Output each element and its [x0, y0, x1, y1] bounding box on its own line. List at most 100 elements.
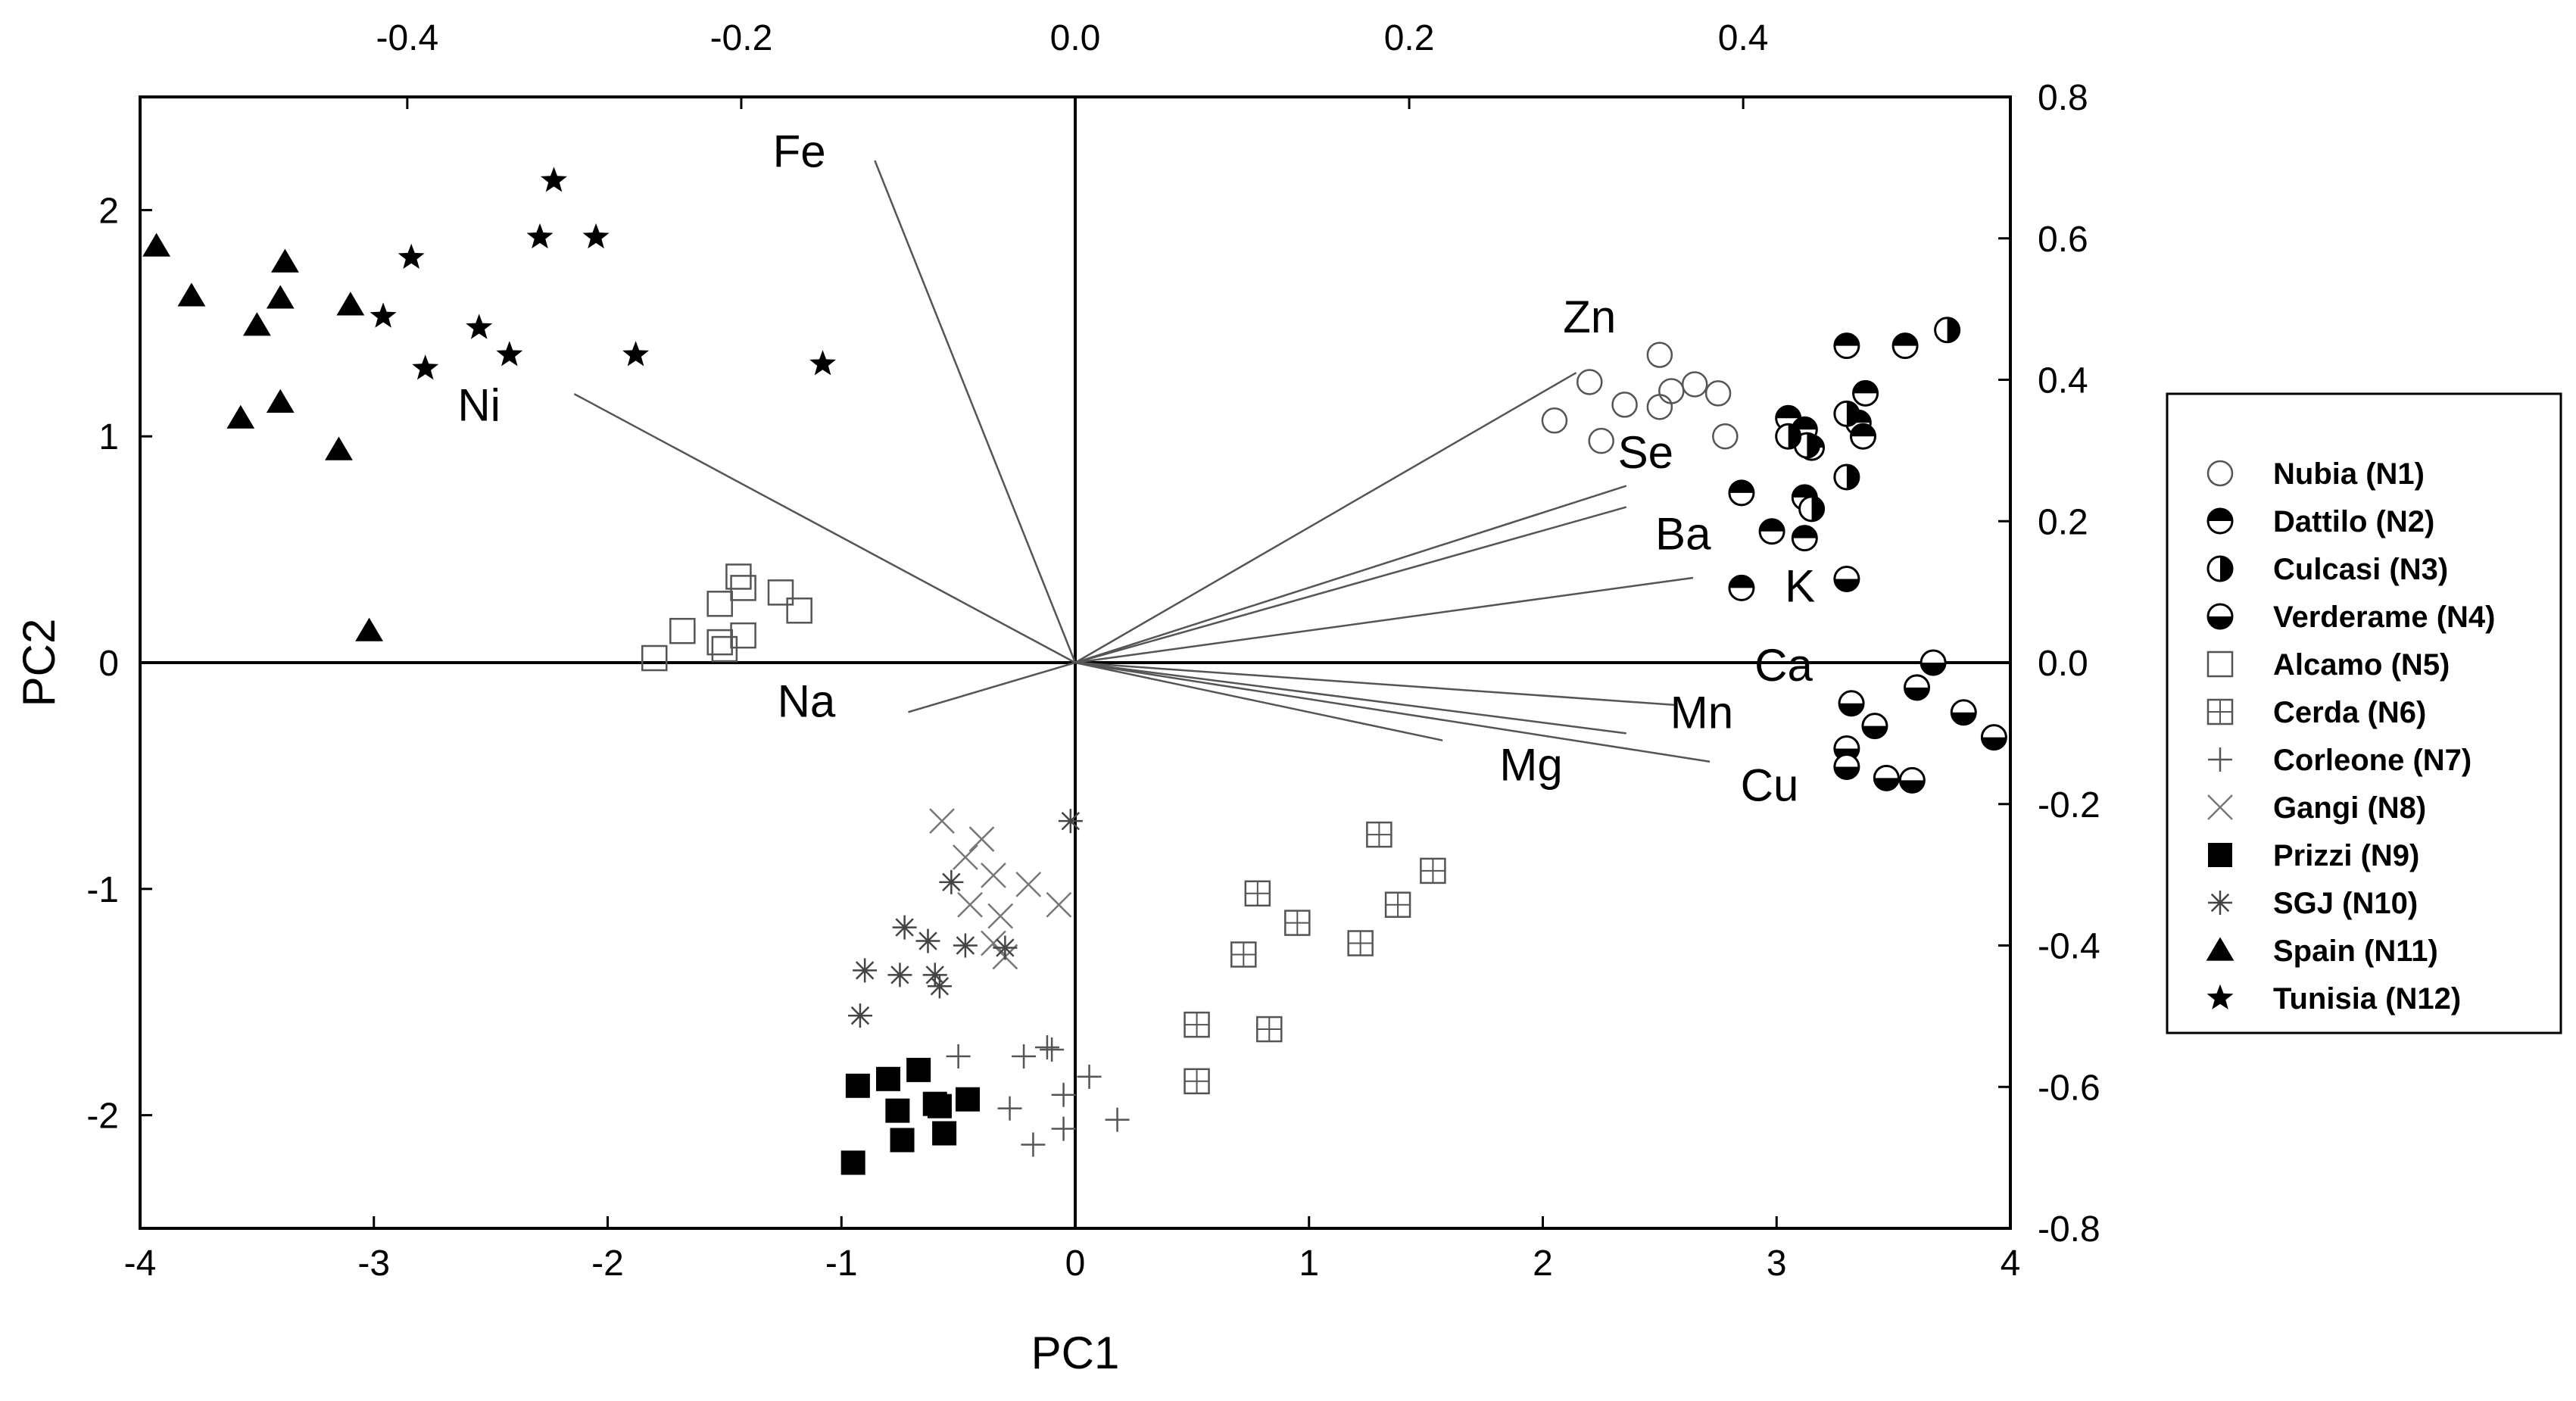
data-point	[582, 223, 610, 249]
loading-label-mg: Mg	[1499, 739, 1562, 790]
x-tick-label: 0	[1065, 1243, 1086, 1284]
legend-entry: Gangi (N8)	[2207, 791, 2426, 825]
data-point	[1833, 400, 1860, 427]
legend-entry: Dattilo (N2)	[2206, 505, 2434, 538]
data-point	[1588, 427, 1614, 454]
data-point	[1105, 1107, 1130, 1132]
x-tick-label: 1	[1299, 1243, 1319, 1284]
data-point	[1838, 690, 1865, 717]
right-tick-label: 0.0	[2038, 644, 2088, 684]
data-point	[226, 404, 255, 429]
loading-vector-mg	[1074, 661, 1443, 741]
data-point	[906, 1057, 931, 1082]
data-point	[1384, 891, 1411, 918]
legend-entry: Corleone (N7)	[2208, 744, 2472, 777]
legend-label: SGJ (N10)	[2273, 887, 2418, 920]
data-point	[1775, 423, 1802, 450]
data-point	[1833, 753, 1860, 780]
data-point	[1704, 380, 1732, 407]
loading-vector-na	[908, 661, 1076, 713]
data-point	[922, 963, 947, 988]
data-point	[1077, 1064, 1102, 1089]
data-point	[946, 1044, 971, 1069]
data-point	[892, 915, 917, 940]
data-point	[1230, 941, 1257, 968]
y-tick-label: 0	[98, 644, 119, 684]
loading-label-fe: Fe	[773, 126, 826, 177]
legend-label: Dattilo (N2)	[2273, 505, 2434, 538]
data-point	[266, 388, 295, 413]
legend-label: Tunisia (N12)	[2273, 982, 2461, 1016]
series-verderame	[1833, 565, 2007, 794]
loading-label-ni: Ni	[457, 379, 501, 430]
x-tick-label: -3	[357, 1243, 390, 1284]
legend-entry: Verderame (N4)	[2206, 601, 2495, 634]
data-point	[1791, 525, 1818, 552]
right-tick-label: -0.4	[2038, 927, 2100, 967]
legend-marker	[2206, 507, 2234, 535]
right-tick-label: -0.2	[2038, 785, 2100, 825]
data-point	[1184, 1011, 1210, 1038]
data-point	[887, 963, 912, 988]
data-point	[1852, 379, 1879, 407]
legend-entry: Spain (N11)	[2206, 935, 2438, 968]
legend-marker	[2206, 555, 2234, 582]
data-point	[890, 1128, 915, 1153]
legend-marker	[2207, 794, 2233, 820]
data-point	[1980, 724, 2007, 751]
data-point	[1681, 371, 1708, 398]
data-point	[1184, 1068, 1210, 1095]
series-prizzi	[840, 1057, 980, 1175]
data-point	[706, 629, 733, 656]
x-tick-label: -2	[591, 1243, 624, 1284]
legend-label: Nubia (N1)	[2273, 457, 2425, 491]
series-nubia	[1541, 342, 1739, 454]
loading-label-ba: Ba	[1655, 509, 1711, 560]
loading-label-cu: Cu	[1741, 760, 1799, 810]
data-point	[997, 1096, 1022, 1121]
x-tick-label: 4	[2001, 1243, 2021, 1284]
data-point	[355, 617, 383, 641]
right-tick-label: 0.2	[2038, 502, 2088, 542]
data-point	[927, 974, 952, 999]
loading-label-k: K	[1785, 560, 1815, 611]
loading-vector-ni	[573, 393, 1076, 664]
data-point	[968, 826, 995, 852]
data-point	[1256, 1016, 1283, 1043]
axes: -4 -3 -2 -1 0 1 2 3 4 -2 -1 0 1 2 -0.4 -0.2 0.0 0.2 0.4 0.8…	[86, 18, 2100, 1284]
data-point	[1798, 495, 1826, 523]
data-point	[1040, 1037, 1065, 1062]
series-dattilo	[1728, 332, 1919, 601]
data-point	[336, 292, 365, 316]
series-tunisia	[370, 167, 836, 380]
top-tick-label: -0.2	[710, 18, 773, 58]
legend-label: Prizzi (N9)	[2273, 839, 2419, 872]
data-point	[1728, 574, 1755, 601]
data-point	[953, 844, 978, 870]
loading-vector-zn	[1074, 372, 1577, 664]
data-point	[242, 312, 271, 336]
right-tick-label: -0.8	[2038, 1209, 2100, 1250]
right-tick-label: 0.6	[2038, 220, 2088, 260]
legend-label: Spain (N11)	[2273, 935, 2438, 968]
data-point	[412, 354, 439, 380]
loading-vector-fe	[874, 160, 1077, 663]
data-point	[987, 903, 1014, 929]
data-point	[853, 958, 878, 983]
data-point	[1833, 463, 1860, 491]
legend-label: Alcamo (N5)	[2273, 648, 2450, 682]
data-point	[271, 248, 299, 273]
series-sgj	[847, 809, 1083, 1028]
legend-marker	[2206, 698, 2234, 725]
loading-vector-ca	[1074, 661, 1677, 707]
right-tick-label: -0.6	[2038, 1068, 2100, 1108]
y-tick-label: 2	[98, 191, 119, 231]
data-point	[1646, 394, 1673, 420]
data-point	[1046, 891, 1072, 918]
data-point	[1021, 1132, 1046, 1157]
loading-label-mn: Mn	[1670, 688, 1733, 738]
legend-marker	[2206, 937, 2235, 961]
series-gangi	[929, 808, 1072, 970]
x-tick-label: -4	[124, 1243, 157, 1284]
